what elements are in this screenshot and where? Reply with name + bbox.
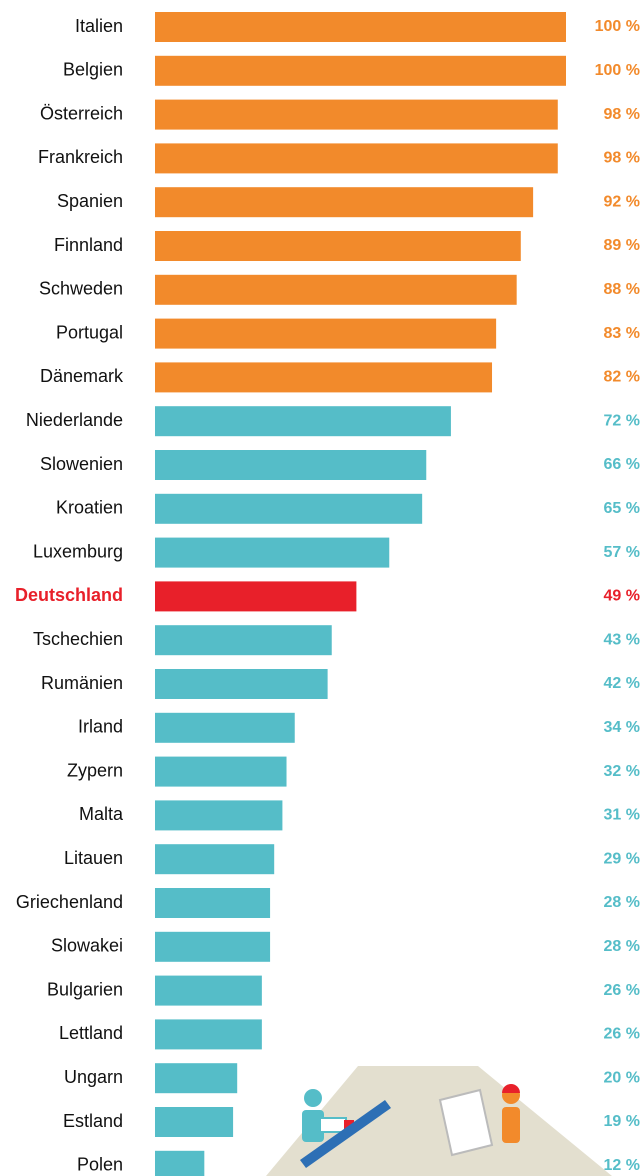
value-label: 19 % [604, 1113, 640, 1130]
bar [155, 625, 332, 655]
bar [155, 12, 566, 42]
category-label: Kroatien [56, 498, 123, 518]
value-label: 34 % [604, 719, 640, 736]
category-label: Malta [79, 804, 124, 824]
value-label: 92 % [604, 193, 640, 210]
value-label: 49 % [604, 588, 640, 605]
category-label: Polen [77, 1155, 123, 1175]
category-label: Österreich [40, 103, 123, 123]
value-label: 98 % [604, 150, 640, 167]
illustration [266, 1066, 612, 1176]
category-label: Irland [78, 717, 123, 737]
category-label: Griechenland [16, 892, 123, 912]
bar [155, 713, 295, 743]
bar [155, 888, 270, 918]
bar [155, 362, 492, 392]
value-label: 31 % [604, 807, 640, 824]
value-label: 20 % [604, 1069, 640, 1086]
value-label: 12 % [604, 1157, 640, 1174]
bar [155, 100, 558, 130]
value-label: 26 % [604, 1026, 640, 1043]
value-label: 88 % [604, 281, 640, 298]
value-label: 72 % [604, 412, 640, 429]
category-label: Rumänien [41, 673, 123, 693]
category-label: Frankreich [38, 147, 123, 167]
bar [155, 1107, 233, 1137]
bar [155, 406, 451, 436]
bar [155, 932, 270, 962]
value-label: 42 % [604, 675, 640, 692]
value-label: 29 % [604, 850, 640, 867]
category-label: Slowakei [51, 936, 123, 956]
bar [155, 976, 262, 1006]
bar [155, 800, 282, 830]
bar [155, 187, 533, 217]
category-label: Deutschland [15, 585, 123, 605]
category-label: Zypern [67, 760, 123, 780]
bar [155, 450, 426, 480]
bar [155, 1151, 204, 1176]
category-label: Ungarn [64, 1067, 123, 1087]
bar [155, 143, 558, 173]
value-label: 66 % [604, 456, 640, 473]
category-label: Estland [63, 1111, 123, 1131]
value-label: 57 % [604, 544, 640, 561]
value-label: 26 % [604, 982, 640, 999]
bar [155, 56, 566, 86]
category-label: Italien [75, 16, 123, 36]
category-label: Tschechien [33, 629, 123, 649]
value-label: 65 % [604, 500, 640, 517]
bar [155, 275, 517, 305]
value-label: 28 % [604, 938, 640, 955]
category-label: Finnland [54, 235, 123, 255]
category-label: Niederlande [26, 410, 123, 430]
bar [155, 494, 422, 524]
value-label: 82 % [604, 369, 640, 386]
value-label: 83 % [604, 325, 640, 342]
bar [155, 757, 287, 787]
category-label: Dänemark [40, 366, 124, 386]
bar [155, 844, 274, 874]
category-label: Luxemburg [33, 541, 123, 561]
value-label: 28 % [604, 894, 640, 911]
bar [155, 1019, 262, 1049]
category-label: Schweden [39, 279, 123, 299]
category-label: Spanien [57, 191, 123, 211]
value-label: 43 % [604, 631, 640, 648]
bar [155, 581, 356, 611]
category-label: Bulgarien [47, 979, 123, 999]
value-label: 89 % [604, 237, 640, 254]
bar [155, 669, 328, 699]
category-label: Belgien [63, 60, 123, 80]
chart: Italien 100 % Belgien 100 % Österreich 98 % Fr… [0, 0, 644, 1176]
category-label: Lettland [59, 1023, 123, 1043]
category-label: Portugal [56, 322, 123, 342]
bar [155, 231, 521, 261]
value-label: 32 % [604, 763, 640, 780]
bar [155, 319, 496, 349]
bar [155, 538, 389, 568]
bar [155, 1063, 237, 1093]
category-label: Litauen [64, 848, 123, 868]
value-label: 98 % [604, 106, 640, 123]
category-label: Slowenien [40, 454, 123, 474]
value-label: 100 % [595, 62, 640, 79]
value-label: 100 % [595, 18, 640, 35]
